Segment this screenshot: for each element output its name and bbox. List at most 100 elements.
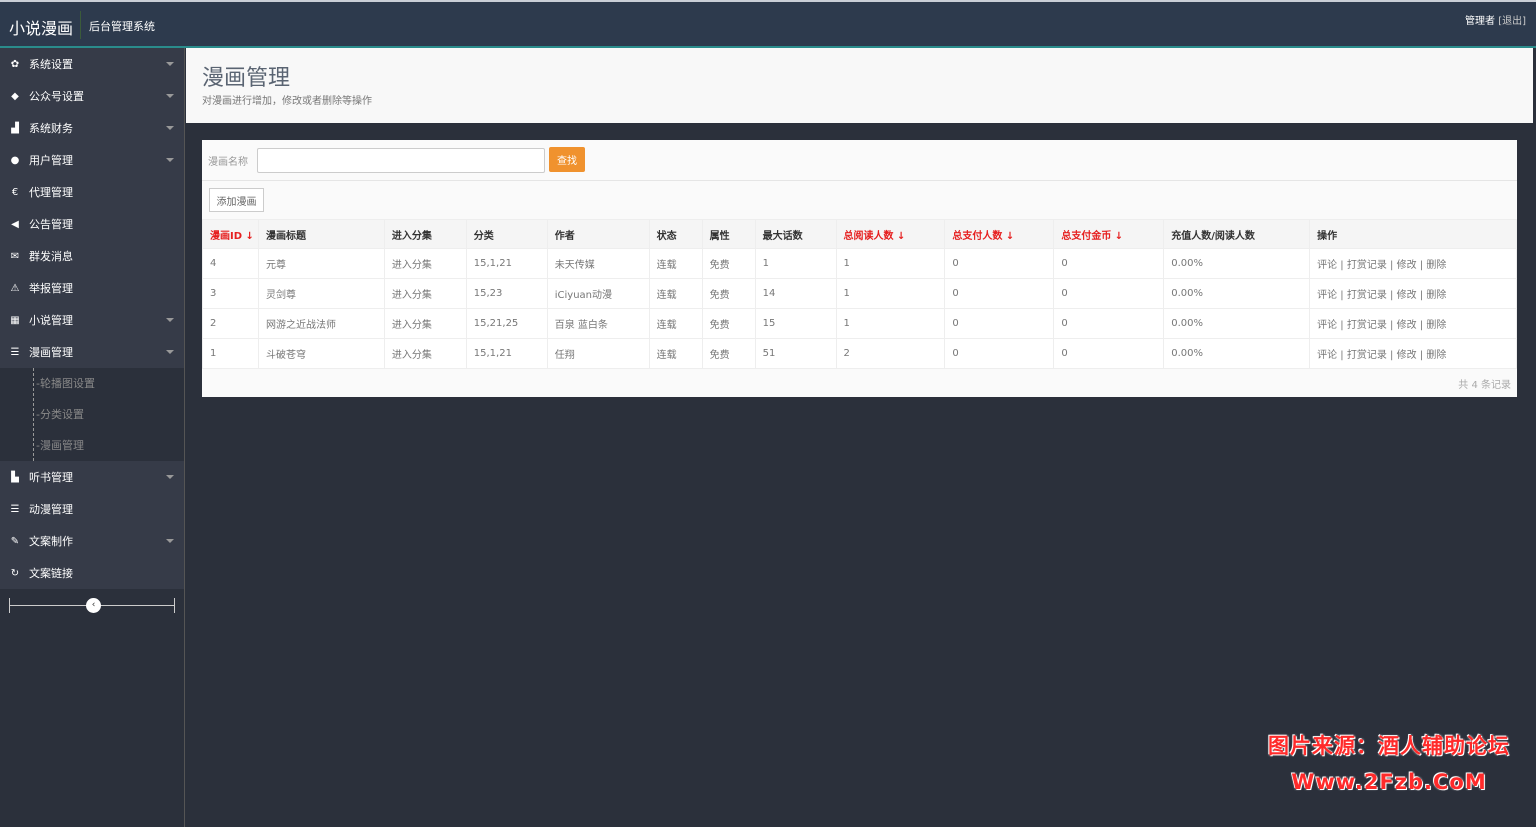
table-row: 2 网游之近战法师 进入分集 15,21,25 百泉 蓝白条 连载 免费 15 1 0 0 0.00%… xyxy=(202,308,1517,339)
table-cell: 元尊 xyxy=(257,248,385,279)
column-header[interactable]: 漫画ID ↓ xyxy=(202,219,259,249)
table-cell: 1 xyxy=(202,338,259,369)
separator: | xyxy=(1416,320,1427,331)
submenu: -轮播图设置 -分类设置 -漫画管理 xyxy=(0,368,184,461)
column-header: 充值人数/阅读人数 xyxy=(1163,219,1311,249)
separator: | xyxy=(1337,350,1347,361)
action-link[interactable]: 评论 xyxy=(1317,290,1338,301)
separator: | xyxy=(1337,320,1347,331)
sidebar-item[interactable]: ▙ 听书管理 xyxy=(0,461,184,493)
submenu-item[interactable]: -分类设置 xyxy=(36,408,84,421)
table-cell: 任翔 xyxy=(546,338,650,369)
action-link[interactable]: 打赏记录 xyxy=(1346,260,1387,271)
watermark-line2: Www.2Fzb.CoM xyxy=(1291,770,1487,794)
brand-logo[interactable]: 小说漫画 xyxy=(9,19,74,38)
action-link[interactable]: 删除 xyxy=(1426,290,1447,301)
separator: | xyxy=(1386,320,1397,331)
separator: | xyxy=(1386,260,1397,271)
sidebar-item[interactable]: ▦ 小说管理 xyxy=(0,304,184,336)
sidebar-collapse-slider[interactable]: ‹ xyxy=(0,589,184,622)
tag-icon: ◆ xyxy=(11,90,19,102)
actions-cell: 评论 | 打赏记录 | 修改 | 删除 xyxy=(1309,308,1517,339)
submenu-item[interactable]: -漫画管理 xyxy=(36,439,84,452)
action-link[interactable]: 打赏记录 xyxy=(1346,290,1387,301)
separator: | xyxy=(1337,260,1347,271)
column-header[interactable]: 总支付金币 ↓ xyxy=(1053,219,1165,249)
sidebar-item[interactable]: € 代理管理 xyxy=(0,176,184,208)
euro-icon: € xyxy=(11,186,19,198)
action-link[interactable]: 修改 xyxy=(1396,290,1417,301)
watermark-line1: 图片来源：酒人辅助论坛 xyxy=(1268,734,1510,758)
caret-down-icon xyxy=(166,475,174,479)
watermark: 图片来源：酒人辅助论坛 Www.2Fzb.CoM xyxy=(1268,730,1510,794)
sidebar-item[interactable]: ↻ 文案链接 xyxy=(0,557,184,589)
sidebar-item[interactable]: ⚠ 举报管理 xyxy=(0,272,184,304)
gear-icon: ✿ xyxy=(10,58,20,70)
caret-down-icon xyxy=(166,158,174,162)
separator: | xyxy=(1386,290,1397,301)
table-cell: 灵剑尊 xyxy=(257,278,385,309)
action-link[interactable]: 评论 xyxy=(1317,350,1338,361)
action-link[interactable]: 打赏记录 xyxy=(1346,350,1387,361)
slider-end xyxy=(174,598,175,613)
search-button[interactable]: 查找 xyxy=(549,147,585,172)
table-cell: 0 xyxy=(1053,248,1165,279)
caret-down-icon xyxy=(166,126,174,130)
sidebar-item-label: 公众号设置 xyxy=(29,90,84,103)
logout-link[interactable]: [退出] xyxy=(1498,16,1526,27)
sidebar-item[interactable]: ● 用户管理 xyxy=(0,144,184,176)
list-icon: ☰ xyxy=(10,346,20,358)
episodes-link[interactable]: 进入分集 xyxy=(383,278,467,309)
table-cell: 0.00% xyxy=(1163,338,1311,369)
column-header[interactable]: 总支付人数 ↓ xyxy=(944,219,1055,249)
table-cell: 0 xyxy=(944,248,1055,279)
column-header: 状态 xyxy=(648,219,703,249)
top-bar: 小说漫画 后台管理系统 管理者 [退出] xyxy=(0,0,1536,48)
action-link[interactable]: 删除 xyxy=(1426,320,1447,331)
sidebar-item[interactable]: ◆ 公众号设置 xyxy=(0,80,184,112)
actions-cell: 评论 | 打赏记录 | 修改 | 删除 xyxy=(1309,248,1517,279)
caret-down-icon xyxy=(166,539,174,543)
episodes-link[interactable]: 进入分集 xyxy=(383,308,467,339)
sidebar-item-label: 举报管理 xyxy=(29,282,73,295)
sidebar-item-label: 听书管理 xyxy=(29,471,73,484)
sidebar-item[interactable]: ✉ 群发消息 xyxy=(0,240,184,272)
action-link[interactable]: 打赏记录 xyxy=(1346,320,1387,331)
table-row: 4 元尊 进入分集 15,1,21 未天传媒 连载 免费 1 1 0 0 0.00% 评论 | 打赏记录… xyxy=(202,248,1517,279)
table-row: 1 斗破苍穹 进入分集 15,1,21 任翔 连载 免费 51 2 0 0 0.00% 评论 | 打赏记… xyxy=(202,338,1517,369)
column-header: 分类 xyxy=(465,219,548,249)
table-cell: 未天传媒 xyxy=(546,248,650,279)
episodes-link[interactable]: 进入分集 xyxy=(383,248,467,279)
episodes-link[interactable]: 进入分集 xyxy=(383,338,467,369)
action-link[interactable]: 修改 xyxy=(1396,320,1417,331)
column-header: 属性 xyxy=(701,219,756,249)
add-comic-button[interactable]: 添加漫画 xyxy=(209,188,264,212)
edit-icon: ✎ xyxy=(10,535,20,547)
sidebar-item[interactable]: ☰ 漫画管理 xyxy=(0,336,184,368)
sidebar-item-label: 用户管理 xyxy=(29,154,73,167)
sidebar-item[interactable]: ✎ 文案制作 xyxy=(0,525,184,557)
submenu-item[interactable]: -轮播图设置 xyxy=(36,377,95,390)
table-cell: 网游之近战法师 xyxy=(257,308,385,339)
column-header[interactable]: 总阅读人数 ↓ xyxy=(835,219,946,249)
sidebar-item[interactable]: ✿ 系统设置 xyxy=(0,48,184,80)
table-cell: 14 xyxy=(754,278,837,309)
collapse-icon[interactable]: ‹ xyxy=(86,598,101,613)
sidebar-item-label: 文案链接 xyxy=(29,567,73,580)
search-input[interactable] xyxy=(257,148,545,173)
table-cell: 4 xyxy=(202,248,259,279)
table-cell: 1 xyxy=(835,308,946,339)
action-link[interactable]: 评论 xyxy=(1317,320,1338,331)
sidebar-item[interactable]: ☰ 动漫管理 xyxy=(0,493,184,525)
table-cell: 0 xyxy=(944,308,1055,339)
action-link[interactable]: 删除 xyxy=(1426,350,1447,361)
sidebar-item[interactable]: ▟ 系统财务 xyxy=(0,112,184,144)
caret-down-icon xyxy=(166,62,174,66)
table-cell: 连载 xyxy=(648,308,703,339)
action-link[interactable]: 评论 xyxy=(1317,260,1338,271)
action-link[interactable]: 修改 xyxy=(1396,260,1417,271)
sidebar-item[interactable]: ◀ 公告管理 xyxy=(0,208,184,240)
content-panel: 漫画名称 查找 添加漫画 漫画ID ↓ 漫画标题 进入分集 分类 作者 状态 属性 最大话数总… xyxy=(202,140,1517,397)
action-link[interactable]: 修改 xyxy=(1396,350,1417,361)
action-link[interactable]: 删除 xyxy=(1426,260,1447,271)
